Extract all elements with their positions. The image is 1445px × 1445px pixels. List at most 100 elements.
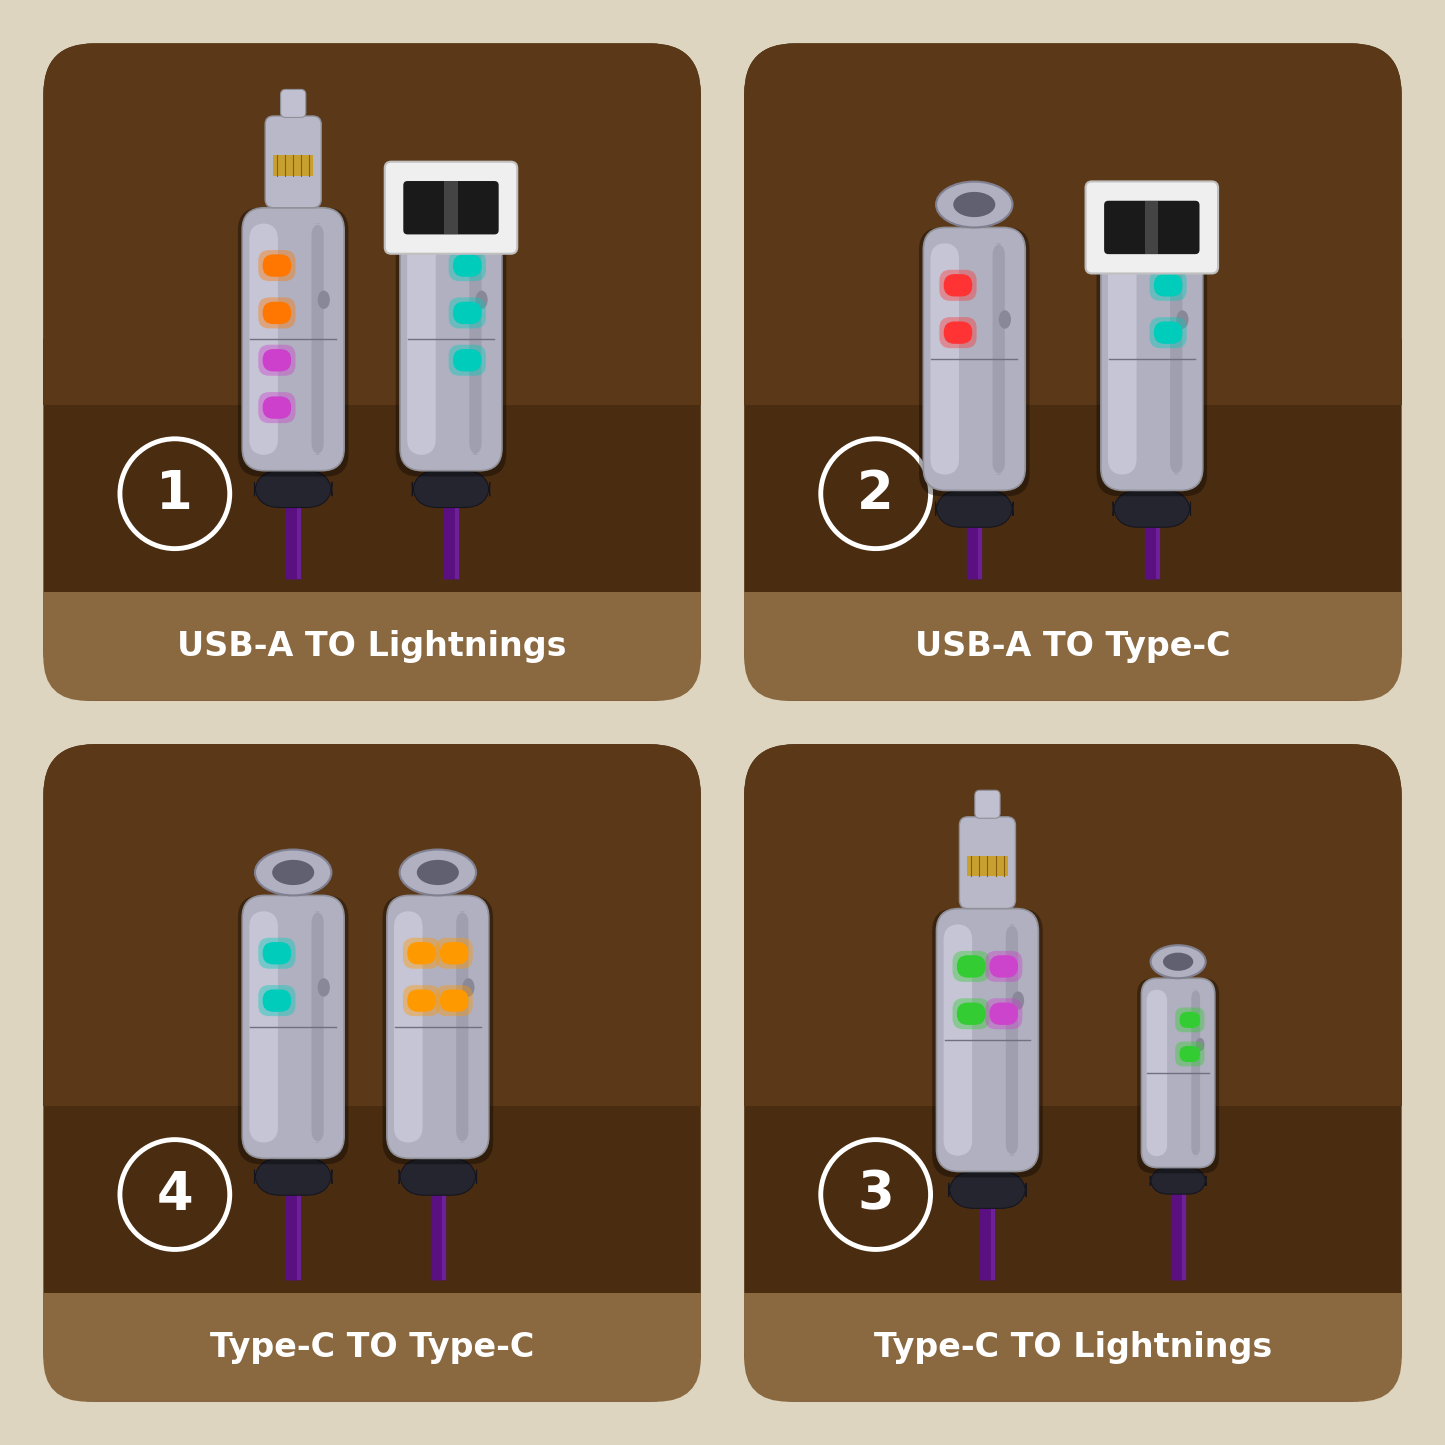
FancyBboxPatch shape: [744, 43, 1402, 701]
Text: 2: 2: [857, 468, 894, 520]
FancyBboxPatch shape: [952, 951, 990, 983]
FancyBboxPatch shape: [266, 116, 321, 208]
FancyBboxPatch shape: [1150, 1168, 1207, 1194]
FancyBboxPatch shape: [399, 1159, 477, 1195]
FancyBboxPatch shape: [1179, 1046, 1201, 1062]
Bar: [744, 1040, 1402, 1105]
Ellipse shape: [1011, 991, 1025, 1010]
FancyBboxPatch shape: [923, 227, 1026, 490]
Bar: [43, 1293, 701, 1353]
Ellipse shape: [954, 192, 996, 217]
FancyBboxPatch shape: [931, 243, 959, 474]
Bar: [43, 592, 701, 652]
Bar: [744, 340, 1402, 405]
FancyBboxPatch shape: [939, 316, 977, 348]
FancyBboxPatch shape: [243, 208, 344, 471]
Bar: [43, 340, 701, 405]
FancyBboxPatch shape: [944, 275, 972, 296]
FancyBboxPatch shape: [957, 955, 985, 978]
Ellipse shape: [998, 311, 1011, 328]
FancyBboxPatch shape: [1191, 990, 1201, 1156]
FancyBboxPatch shape: [312, 912, 324, 1143]
Ellipse shape: [936, 182, 1013, 227]
FancyBboxPatch shape: [1155, 321, 1182, 344]
Ellipse shape: [416, 860, 460, 886]
FancyBboxPatch shape: [744, 744, 1402, 1105]
FancyBboxPatch shape: [1175, 1007, 1205, 1032]
FancyBboxPatch shape: [250, 224, 277, 455]
Bar: [43, 1040, 701, 1105]
FancyBboxPatch shape: [449, 345, 486, 376]
Text: Type-C TO Type-C: Type-C TO Type-C: [210, 1331, 535, 1364]
FancyBboxPatch shape: [744, 592, 1402, 701]
FancyBboxPatch shape: [454, 302, 481, 324]
FancyBboxPatch shape: [470, 224, 481, 455]
FancyBboxPatch shape: [384, 162, 517, 254]
FancyBboxPatch shape: [952, 998, 990, 1029]
FancyBboxPatch shape: [238, 208, 348, 477]
FancyBboxPatch shape: [932, 909, 1043, 1178]
FancyBboxPatch shape: [985, 998, 1023, 1029]
FancyBboxPatch shape: [439, 942, 468, 964]
Ellipse shape: [1163, 952, 1194, 971]
Text: USB-A TO Lightnings: USB-A TO Lightnings: [178, 630, 566, 663]
FancyBboxPatch shape: [454, 350, 481, 371]
FancyBboxPatch shape: [387, 896, 488, 1159]
FancyBboxPatch shape: [43, 1293, 701, 1402]
FancyBboxPatch shape: [263, 990, 290, 1011]
FancyBboxPatch shape: [1155, 275, 1182, 296]
FancyBboxPatch shape: [259, 985, 295, 1016]
FancyBboxPatch shape: [400, 208, 501, 471]
FancyBboxPatch shape: [975, 790, 1000, 818]
FancyBboxPatch shape: [439, 990, 468, 1011]
Bar: [273, 156, 314, 176]
FancyBboxPatch shape: [280, 90, 306, 117]
Text: 3: 3: [857, 1169, 894, 1221]
FancyBboxPatch shape: [990, 1003, 1019, 1025]
Bar: [444, 181, 458, 234]
Ellipse shape: [1176, 311, 1188, 328]
FancyBboxPatch shape: [990, 955, 1019, 978]
FancyBboxPatch shape: [939, 270, 977, 301]
Ellipse shape: [475, 290, 487, 309]
Ellipse shape: [462, 978, 474, 997]
FancyBboxPatch shape: [449, 298, 486, 328]
FancyBboxPatch shape: [936, 909, 1039, 1172]
FancyBboxPatch shape: [457, 912, 468, 1143]
FancyBboxPatch shape: [383, 896, 493, 1165]
FancyBboxPatch shape: [403, 181, 499, 234]
Text: 1: 1: [156, 468, 194, 520]
FancyBboxPatch shape: [254, 471, 332, 507]
Ellipse shape: [318, 290, 329, 309]
Text: Type-C TO Lightnings: Type-C TO Lightnings: [874, 1331, 1272, 1364]
FancyBboxPatch shape: [1113, 490, 1191, 527]
FancyBboxPatch shape: [259, 938, 295, 968]
FancyBboxPatch shape: [1170, 243, 1182, 474]
Ellipse shape: [272, 860, 314, 886]
FancyBboxPatch shape: [935, 490, 1013, 527]
Ellipse shape: [254, 850, 331, 896]
FancyBboxPatch shape: [1101, 227, 1202, 490]
FancyBboxPatch shape: [944, 925, 972, 1156]
FancyBboxPatch shape: [1006, 925, 1019, 1156]
FancyBboxPatch shape: [744, 43, 1402, 405]
FancyBboxPatch shape: [238, 896, 348, 1165]
Bar: [1144, 201, 1159, 254]
FancyBboxPatch shape: [407, 990, 436, 1011]
FancyBboxPatch shape: [259, 345, 295, 376]
Text: USB-A TO Type-C: USB-A TO Type-C: [915, 630, 1231, 663]
FancyBboxPatch shape: [454, 254, 481, 277]
FancyBboxPatch shape: [403, 938, 441, 968]
Bar: [967, 857, 1007, 877]
FancyBboxPatch shape: [993, 243, 1004, 474]
Ellipse shape: [1150, 945, 1205, 978]
FancyBboxPatch shape: [396, 208, 506, 477]
FancyBboxPatch shape: [43, 744, 701, 1105]
FancyBboxPatch shape: [435, 938, 473, 968]
FancyBboxPatch shape: [407, 942, 436, 964]
FancyBboxPatch shape: [263, 942, 290, 964]
FancyBboxPatch shape: [1137, 978, 1220, 1173]
Ellipse shape: [1195, 1038, 1205, 1051]
FancyBboxPatch shape: [1150, 316, 1186, 348]
Bar: [744, 592, 1402, 652]
